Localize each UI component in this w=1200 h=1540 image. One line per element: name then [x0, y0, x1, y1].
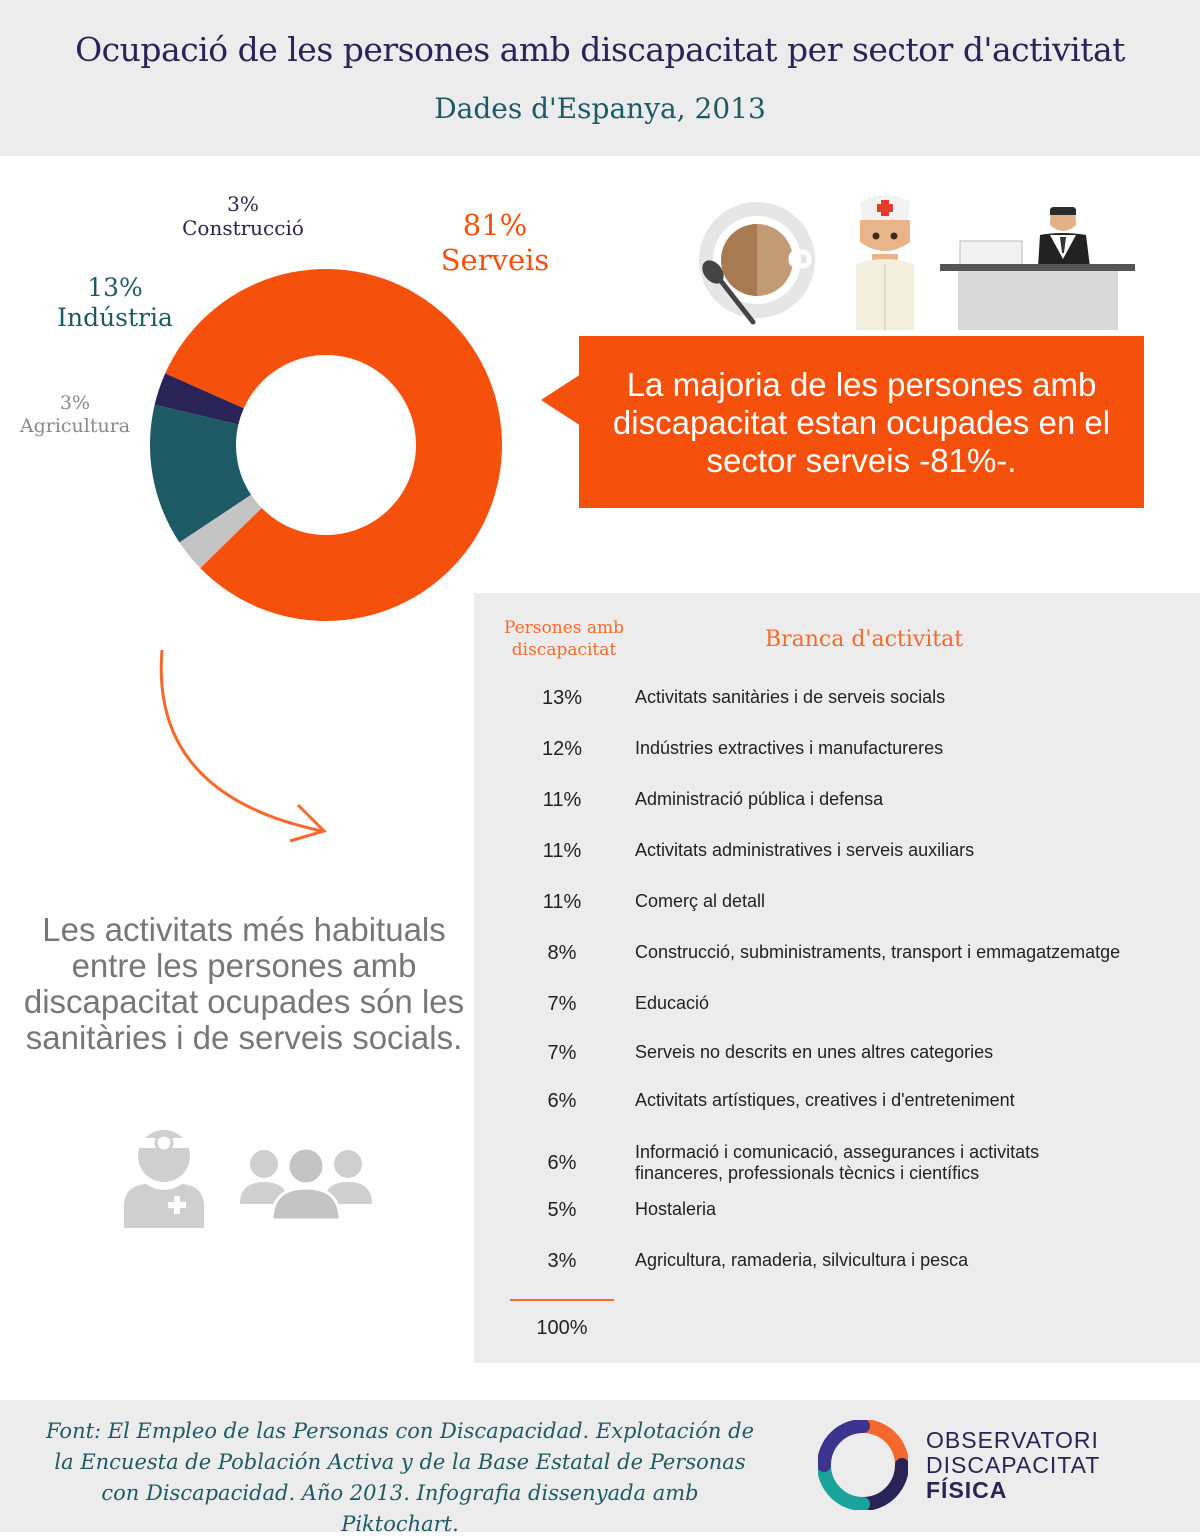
row-branch: Educació: [635, 993, 710, 1013]
row-pct: 8%: [547, 942, 577, 964]
callout-box: La majoria de les persones amb discapaci…: [579, 336, 1144, 508]
page-subtitle: Dades d'Espanya, 2013: [434, 92, 766, 125]
logo-line-1: OBSERVATORI: [926, 1427, 1099, 1453]
row-pct: 3%: [547, 1250, 577, 1272]
donut-chart: [150, 269, 502, 621]
row-branch: Indústries extractives i manufactureres: [635, 738, 944, 758]
slice-label-construccio: 3% Construcció: [168, 192, 318, 240]
row-pct: 11%: [542, 891, 582, 913]
nurse-icon: [856, 195, 914, 330]
curved-arrow-icon: [159, 649, 327, 843]
highlight-text: Les activitats més habituals entre les p…: [23, 911, 465, 1056]
donut-slice-construccio: [154, 373, 244, 425]
row-pct: 13%: [541, 687, 583, 709]
row-branch: Activitats artístiques, creatives i d'en…: [635, 1090, 1015, 1110]
slice-name: Serveis: [440, 242, 550, 277]
slice-pct: 3%: [227, 192, 259, 216]
row-branch: Administració pública i defensa: [635, 789, 884, 809]
slice-pct: 13%: [87, 273, 143, 302]
receptionist-desk-icon: [940, 207, 1135, 330]
logo-text: OBSERVATORI DISCAPACITAT FÍSICA: [926, 1428, 1100, 1503]
group-icon: [240, 1146, 372, 1220]
slice-pct: 81%: [462, 208, 528, 242]
row-branch: Serveis no descrits en unes altres categ…: [635, 1042, 994, 1062]
page-title: Ocupació de les persones amb discapacita…: [75, 30, 1125, 69]
table-header-pct: Persones amb discapacitat: [503, 618, 625, 660]
row-branch: Construcció, subministraments, transport…: [635, 942, 1121, 962]
coffee-cup-icon: [699, 202, 815, 325]
slice-name: Agricultura: [19, 414, 131, 437]
row-branch: Comerç al detall: [635, 891, 766, 911]
slice-name: Indústria: [57, 303, 173, 332]
slice-label-serveis: 81% Serveis: [420, 208, 570, 278]
row-pct: 6%: [547, 1090, 577, 1112]
slice-label-agricultura: 3% Agricultura: [10, 392, 140, 438]
callout-pointer: [541, 374, 581, 426]
footer: Font: El Empleo de las Personas con Disc…: [0, 1400, 1200, 1536]
table-header-branch: Branca d'activitat: [764, 627, 964, 652]
header: Ocupació de les persones amb discapacita…: [0, 0, 1200, 156]
row-pct: 11%: [542, 840, 582, 862]
donut-slice-agricultura: [179, 494, 262, 569]
row-pct: 7%: [547, 1042, 577, 1064]
slice-name: Construcció: [182, 216, 304, 240]
donut-slice-serveis: [165, 269, 502, 621]
row-pct: 11%: [542, 789, 582, 811]
slice-pct: 3%: [59, 392, 91, 414]
row-pct: 12%: [541, 738, 583, 760]
row-branch: Informació i comunicació, assegurances i…: [635, 1142, 1040, 1183]
row-pct: 7%: [547, 993, 577, 1015]
source-note: Font: El Empleo de las Personas con Disc…: [46, 1419, 754, 1536]
row-branch: Hostaleria: [635, 1199, 717, 1219]
logo-line-3: FÍSICA: [926, 1477, 1008, 1503]
slice-label-industria: 13% Indústria: [40, 273, 190, 333]
row-pct: 5%: [547, 1199, 577, 1221]
table-total: 100%: [536, 1317, 588, 1339]
callout-text: La majoria de les persones amb discapaci…: [612, 366, 1111, 479]
doctor-icon: [124, 1130, 204, 1228]
row-branch: Activitats administratives i serveis aux…: [635, 840, 975, 860]
activity-table: Persones amb discapacitat Branca d'activ…: [474, 593, 1200, 1363]
row-branch: Agricultura, ramaderia, silvicultura i p…: [635, 1250, 969, 1270]
row-branch: Activitats sanitàries i de serveis socia…: [635, 687, 946, 707]
logo-icon: [818, 1420, 908, 1510]
logo-line-2: DISCAPACITAT: [926, 1452, 1101, 1478]
total-divider: [510, 1299, 614, 1301]
donut-slice-industria: [150, 404, 252, 543]
row-pct: 6%: [547, 1152, 577, 1174]
